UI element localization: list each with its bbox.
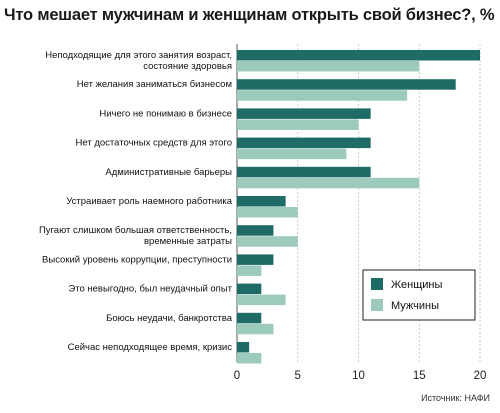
- bar-men: [237, 148, 347, 160]
- x-tick-label: 5: [295, 370, 301, 382]
- bar-women: [237, 166, 371, 178]
- bar-men: [237, 323, 274, 335]
- bar-men: [237, 90, 408, 101]
- legend-label: Женщины: [391, 279, 442, 291]
- bar-men: [237, 265, 262, 276]
- x-tick-label: 10: [352, 370, 365, 382]
- bar-women: [237, 137, 371, 149]
- bar-men: [237, 177, 420, 189]
- category-label: Неподходящие для этого занятия возраст,: [45, 50, 232, 61]
- category-label: Ничего не понимаю в бизнесе: [99, 108, 232, 119]
- category-label: Это невыгодно, был неудачный опыт: [68, 284, 232, 295]
- bar-men: [237, 119, 359, 130]
- category-label: Нет достаточных средств для этого: [76, 138, 232, 149]
- bar-women: [237, 50, 480, 61]
- bar-men: [237, 294, 286, 306]
- legend-swatch-men: [371, 299, 383, 311]
- x-tick-label: 20: [474, 370, 487, 382]
- category-label: Нет желания заниматься бизнесом: [77, 79, 232, 90]
- bar-men: [237, 61, 420, 72]
- category-label: Сейчас неподходящее время, кризис: [68, 342, 233, 353]
- chart-title: Что мешает мужчинам и женщинам открыть с…: [4, 6, 495, 24]
- bar-women: [237, 79, 456, 90]
- x-tick-label: 15: [413, 370, 426, 382]
- legend-swatch-women: [371, 278, 383, 290]
- bar-men: [237, 353, 262, 364]
- legend-label: Мужчины: [391, 300, 439, 312]
- bar-women: [237, 283, 262, 295]
- category-label: состояние здоровья: [143, 61, 232, 72]
- category-label: Пугают слишком большая ответственность,: [39, 225, 232, 236]
- bar-men: [237, 236, 298, 247]
- chart-source: Источник: НАФИ: [421, 393, 490, 403]
- legend-box: [362, 269, 476, 321]
- bar-women: [237, 225, 274, 236]
- bar-women: [237, 254, 274, 265]
- category-label: временные затраты: [144, 236, 232, 247]
- category-label: Административные барьеры: [105, 167, 232, 178]
- category-label: Высокий уровень коррупции, преступности: [42, 254, 232, 265]
- category-label: Боюсь неудачи, банкротства: [106, 313, 233, 324]
- bar-women: [237, 108, 371, 119]
- bar-women: [237, 342, 250, 353]
- bar-men: [237, 207, 298, 218]
- bar-women: [237, 312, 262, 324]
- category-label: Устраивает роль наемного работника: [66, 196, 232, 207]
- x-tick-label: 0: [234, 370, 240, 382]
- bar-women: [237, 196, 286, 207]
